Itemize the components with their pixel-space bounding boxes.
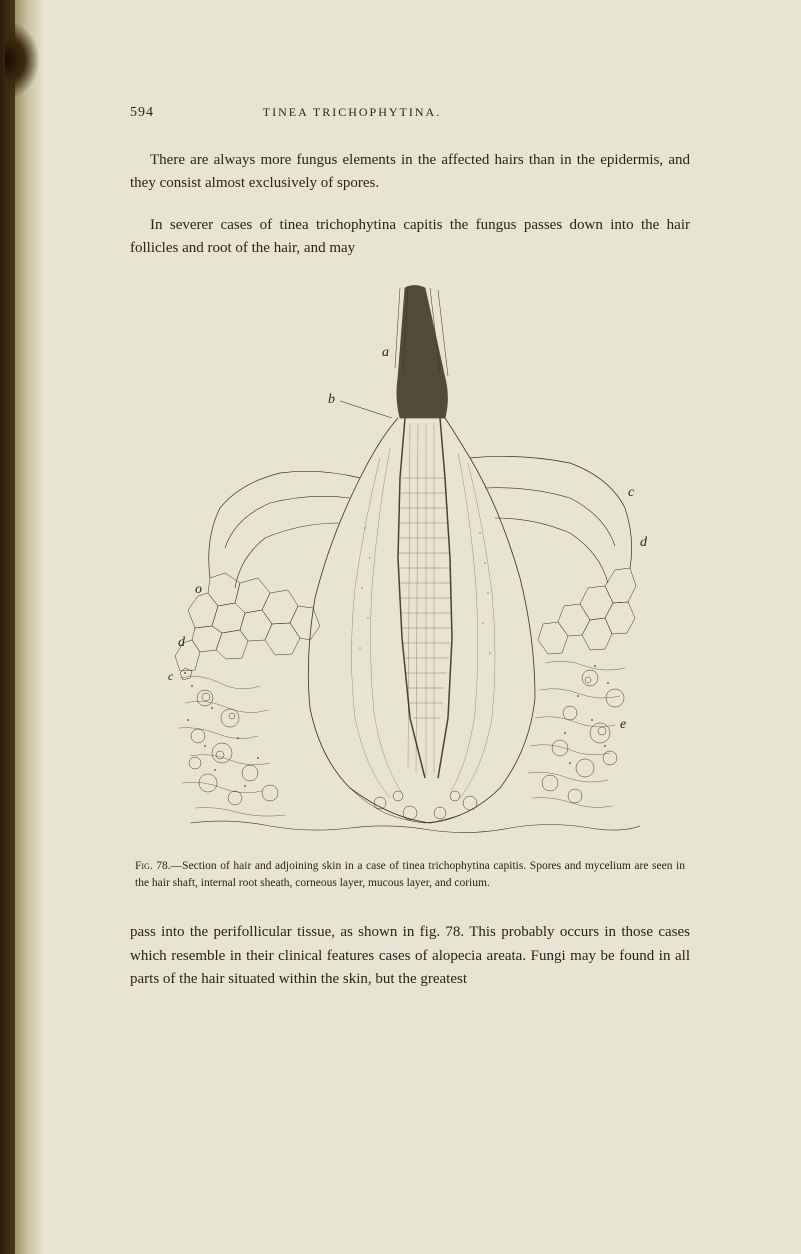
figure-caption-label: Fig. 78. bbox=[135, 860, 171, 872]
paragraph-3: pass into the perifollicular tissue, as … bbox=[130, 921, 690, 991]
figure-label-e: e bbox=[620, 717, 626, 732]
page-corner-shadow bbox=[5, 20, 40, 100]
page-header: 594 TINEA TRICHOPHYTINA. bbox=[130, 105, 690, 121]
figure-caption: Fig. 78.—Section of hair and adjoining s… bbox=[130, 858, 690, 891]
figure-label-b: b bbox=[328, 392, 335, 407]
figure-caption-text: —Section of hair and adjoining skin in a… bbox=[135, 860, 685, 889]
svg-text:c: c bbox=[168, 669, 174, 683]
figure-label-a: a bbox=[382, 345, 389, 360]
figure-container: a b bbox=[130, 278, 690, 838]
page-binding-dark bbox=[0, 0, 15, 1254]
figure-label-o: o bbox=[195, 582, 202, 597]
figure-label-d-right: d bbox=[640, 535, 648, 550]
figure-illustration: a b bbox=[150, 278, 670, 838]
page-content: 594 TINEA TRICHOPHYTINA. There are alway… bbox=[130, 105, 690, 1009]
header-title: TINEA TRICHOPHYTINA. bbox=[263, 105, 441, 121]
figure-label-c: c bbox=[628, 485, 635, 500]
page-number: 594 bbox=[130, 105, 154, 121]
histology-illustration: a b bbox=[150, 278, 670, 838]
paragraph-2: In severer cases of tinea trichophytina … bbox=[130, 214, 690, 261]
paragraph-1: There are always more fungus elements in… bbox=[130, 149, 690, 196]
